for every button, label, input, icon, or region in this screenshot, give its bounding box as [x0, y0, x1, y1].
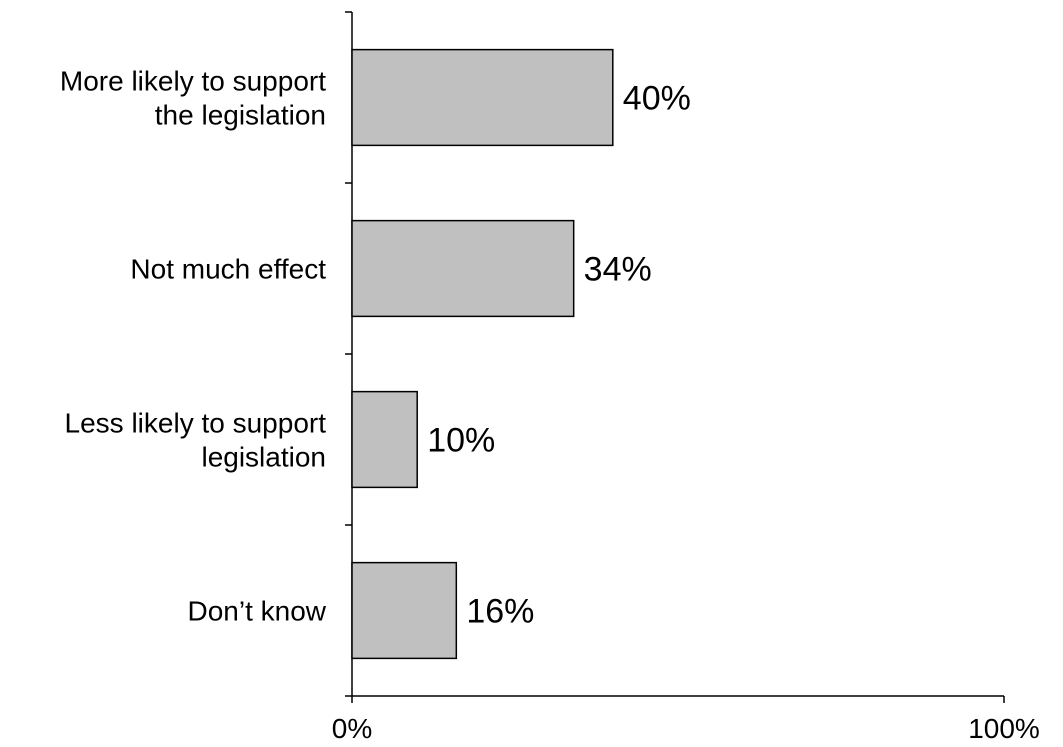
- x-tick-label: 100%: [968, 713, 1040, 744]
- bar-value-label: 40%: [623, 80, 691, 118]
- bar: [351, 561, 458, 660]
- bar: [351, 48, 614, 147]
- category-label: Not much effect: [130, 254, 326, 285]
- bar-value-label: 16%: [466, 593, 534, 631]
- chart-bars: [351, 48, 614, 660]
- chart-labels: 0% 100% 40% More likely to support the legis…: [60, 66, 1040, 745]
- x-tick-label: 0%: [332, 713, 372, 744]
- bar: [351, 390, 418, 489]
- category-label-line: Less likely to support: [65, 408, 327, 439]
- category-label-line: More likely to support: [60, 66, 326, 97]
- category-label: Less likely to support legislation: [65, 408, 327, 473]
- category-label-line: legislation: [201, 442, 326, 473]
- category-label: More likely to support the legislation: [60, 66, 326, 131]
- category-label-line: Not much effect: [130, 254, 326, 285]
- category-label-line: Don’t know: [187, 596, 326, 627]
- category-label: Don’t know: [187, 596, 326, 627]
- bar-value-label: 34%: [584, 251, 652, 289]
- bar-value-label: 10%: [427, 422, 495, 460]
- category-label-line: the legislation: [155, 100, 326, 131]
- bar: [351, 219, 575, 318]
